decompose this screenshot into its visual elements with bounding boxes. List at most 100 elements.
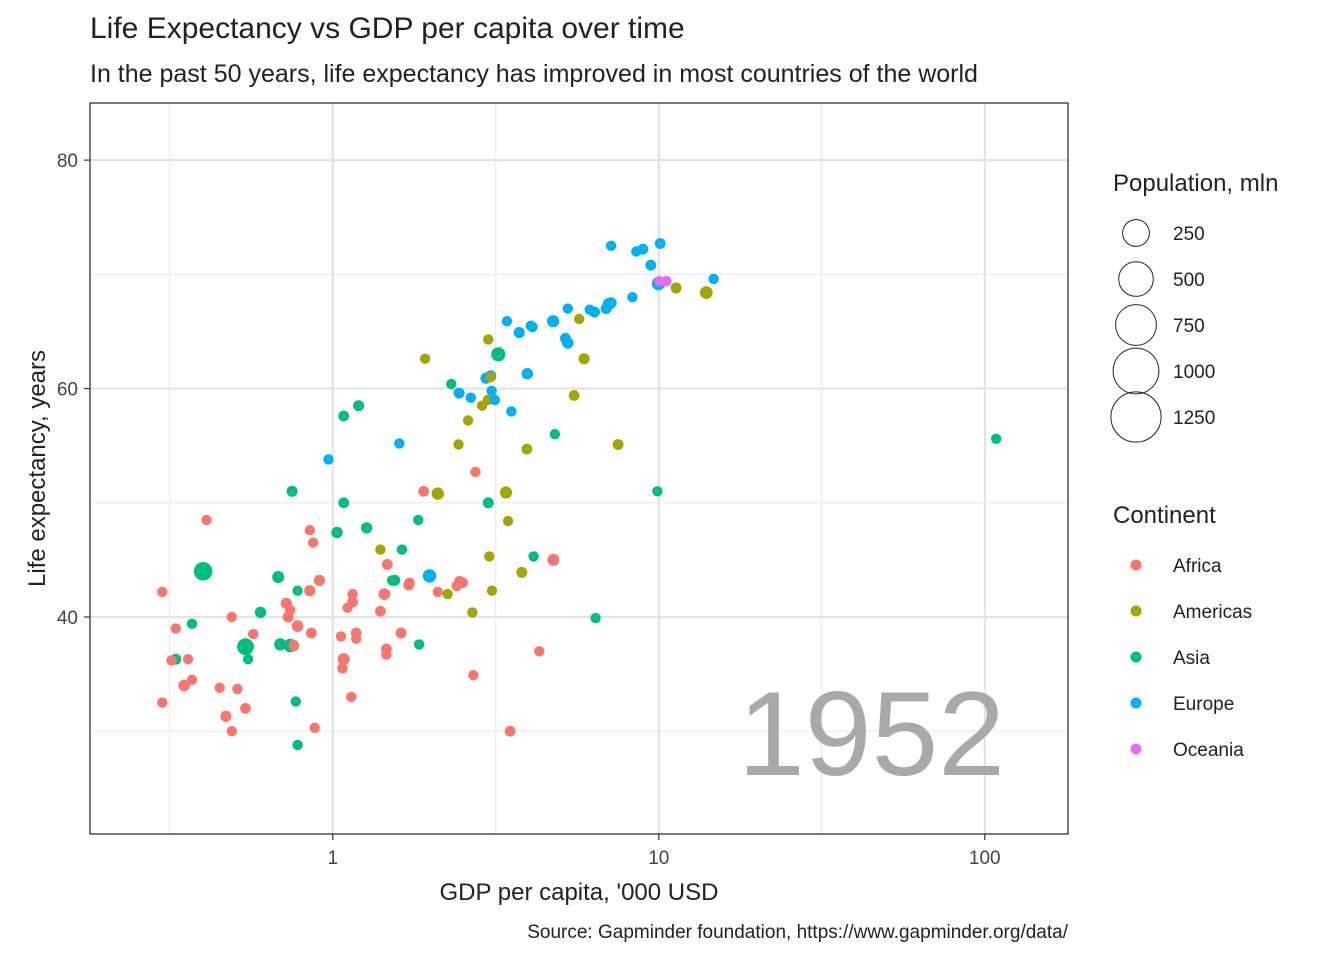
year-label: 1952 xyxy=(738,667,1005,801)
point-africa xyxy=(547,553,560,566)
point-asia xyxy=(290,696,301,707)
point-asia xyxy=(237,638,254,656)
grid xyxy=(90,103,1068,834)
point-americas xyxy=(375,544,386,555)
point-asia xyxy=(590,612,601,624)
point-americas xyxy=(516,566,528,578)
x-tick-label: 1 xyxy=(327,848,338,869)
plot-panel-border xyxy=(89,102,1069,835)
chart-subtitle: In the past 50 years, life expectancy ha… xyxy=(90,60,978,88)
point-asia xyxy=(193,562,213,581)
point-asia xyxy=(254,606,267,619)
chart-title: Life Expectancy vs GDP per capita over t… xyxy=(90,12,685,45)
point-americas xyxy=(442,588,453,600)
size-legend-key xyxy=(1112,347,1160,395)
point-europe xyxy=(654,238,666,249)
point-americas xyxy=(521,443,533,455)
point-asia xyxy=(652,486,663,497)
point-americas xyxy=(578,353,590,365)
y-tick-label: 80 xyxy=(57,151,78,172)
point-asia xyxy=(272,571,285,583)
point-africa xyxy=(306,627,317,639)
point-asia xyxy=(413,639,425,650)
point-asia xyxy=(242,654,254,665)
point-asia xyxy=(396,544,408,555)
y-tick-label: 40 xyxy=(57,608,78,629)
point-africa xyxy=(351,633,362,644)
point-europe xyxy=(513,327,525,339)
y-axis-title: Life expectancy, years xyxy=(24,350,51,587)
color-legend-label: Europe xyxy=(1173,694,1234,715)
plot-panel xyxy=(90,103,1068,834)
color-legend-label: Africa xyxy=(1173,556,1222,577)
point-europe xyxy=(465,392,476,403)
point-africa xyxy=(170,623,181,634)
point-europe xyxy=(562,303,573,314)
point-asia xyxy=(413,514,424,526)
point-asia xyxy=(331,526,343,539)
point-europe xyxy=(547,315,560,328)
point-africa xyxy=(375,605,386,617)
point-africa xyxy=(534,646,545,657)
point-africa xyxy=(166,655,177,666)
size-legend-key xyxy=(1115,304,1157,346)
color-legend-label: Oceania xyxy=(1173,740,1244,761)
point-americas xyxy=(484,551,495,562)
point-africa xyxy=(309,722,320,733)
color-legend-key xyxy=(1130,651,1142,663)
point-oceania xyxy=(661,276,672,287)
x-axis-title: GDP per capita, '000 USD xyxy=(440,879,719,906)
point-africa xyxy=(470,466,481,478)
point-africa xyxy=(182,654,194,665)
point-africa xyxy=(418,485,430,497)
axis-ticks: 1 10 100 40 60 80 xyxy=(57,151,1001,869)
point-africa xyxy=(346,691,357,703)
point-africa xyxy=(451,580,462,592)
x-tick-label: 10 xyxy=(648,848,669,869)
color-legend-key xyxy=(1130,697,1142,709)
point-americas xyxy=(467,607,478,618)
point-europe xyxy=(605,240,617,251)
size-legend-key xyxy=(1118,261,1154,297)
point-europe xyxy=(501,316,513,327)
point-africa xyxy=(381,559,393,570)
point-asia xyxy=(386,575,398,586)
point-africa xyxy=(288,640,300,651)
point-europe xyxy=(486,385,497,396)
size-legend-title: Population, mln xyxy=(1113,170,1278,197)
legend: Population, mln Continent 250 500 750 1000 1… xyxy=(1110,170,1278,761)
point-africa xyxy=(395,627,407,639)
point-asia xyxy=(446,378,457,390)
point-africa xyxy=(220,710,232,723)
point-africa xyxy=(307,537,319,548)
point-europe xyxy=(584,304,595,315)
size-legend-label: 500 xyxy=(1173,270,1205,291)
point-europe xyxy=(394,438,405,449)
point-africa xyxy=(291,620,304,632)
point-africa xyxy=(337,663,348,674)
point-asia xyxy=(286,485,298,497)
point-americas xyxy=(485,371,496,383)
size-legend-label: 1250 xyxy=(1173,408,1215,429)
point-americas xyxy=(419,353,431,364)
point-americas xyxy=(502,515,514,527)
size-legend-key xyxy=(1110,391,1162,443)
point-europe xyxy=(645,259,657,271)
point-africa xyxy=(186,674,198,685)
point-africa xyxy=(226,611,237,623)
point-europe xyxy=(525,320,536,331)
point-americas xyxy=(568,390,580,401)
point-africa xyxy=(157,697,168,708)
point-africa xyxy=(232,683,243,695)
point-asia xyxy=(292,585,303,596)
point-africa xyxy=(285,604,296,616)
color-legend-key xyxy=(1130,559,1142,571)
size-legend-label: 750 xyxy=(1173,316,1205,337)
color-legend-title: Continent xyxy=(1113,502,1216,529)
point-europe xyxy=(600,303,612,315)
point-asia xyxy=(549,429,561,440)
point-asia xyxy=(360,522,373,534)
point-asia xyxy=(491,347,506,362)
point-asia xyxy=(528,551,539,562)
x-tick-label: 100 xyxy=(969,848,1001,869)
